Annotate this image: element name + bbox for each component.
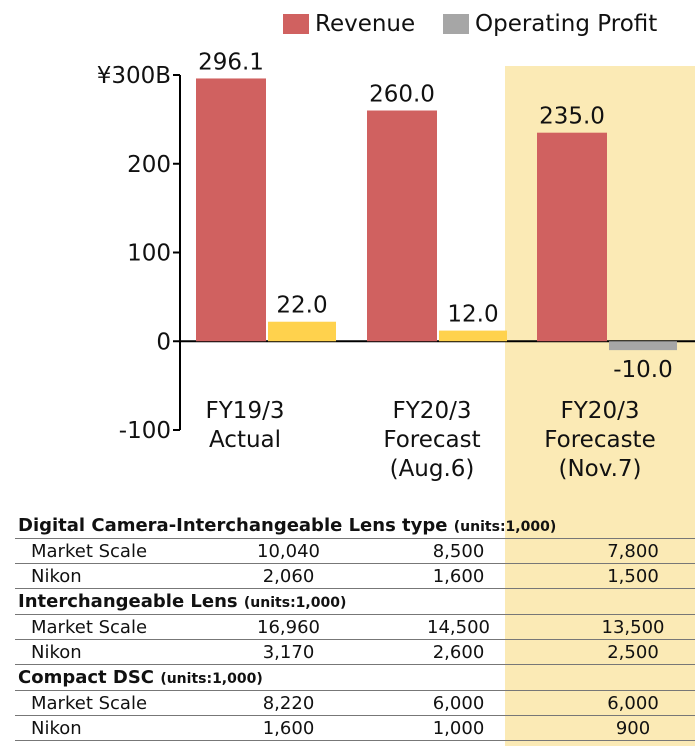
table-ilc: Market Scale 10,040 8,500 7,800 Nikon 2,…: [15, 538, 695, 589]
cell-fy19: 8,220: [231, 690, 346, 716]
legend-item-operating-profit: Operating Profit: [443, 10, 657, 38]
y-tick-label: -100: [119, 418, 171, 444]
y-tick-label: ¥300B: [97, 63, 171, 89]
revenue-bar: [367, 110, 437, 342]
x-category-label: FY19/3: [206, 398, 285, 424]
x-category-label: FY20/3: [561, 398, 640, 424]
table-title-ilc-text: Digital Camera-Interchangeable Lens type: [18, 515, 448, 536]
operating-profit-bar: [439, 330, 507, 342]
cell-fy20-nov: 13,500: [571, 614, 695, 640]
y-tick-label: 0: [156, 329, 171, 355]
revenue-data-label: 296.1: [198, 49, 264, 75]
row-label: Nikon: [15, 563, 231, 589]
cell-fy20-nov: 900: [571, 715, 695, 741]
legend-label-operating-profit: Operating Profit: [475, 11, 658, 37]
cell-fy20-nov: 7,800: [571, 538, 695, 564]
y-tick-label: 200: [127, 152, 171, 178]
table-row: Market Scale 8,220 6,000 6,000: [15, 690, 695, 716]
legend-swatch-revenue: [283, 14, 309, 34]
table-title-ilc: Digital Camera-Interchangeable Lens type…: [18, 515, 556, 536]
x-category-label: FY20/3: [393, 398, 472, 424]
row-label: Nikon: [15, 639, 231, 665]
x-category-label: Forecast: [383, 427, 480, 453]
x-category-label: (Nov.7): [559, 456, 642, 482]
cell-fy20-aug: 8,500: [346, 538, 571, 564]
revenue-data-label: 260.0: [369, 82, 435, 108]
table-title-compact-text: Compact DSC: [18, 667, 155, 688]
operating-profit-data-label: -10.0: [613, 357, 673, 383]
revenue-profit-chart: ¥300B 200 100 0 -100 296.1 22.0 FY19/3 Actual 260…: [97, 49, 695, 482]
revenue-data-label: 235.0: [539, 104, 605, 130]
row-label: Market Scale: [15, 690, 231, 716]
operating-profit-data-label: 12.0: [447, 302, 498, 328]
cell-fy20-nov: 2,500: [571, 639, 695, 665]
table-row: Market Scale 10,040 8,500 7,800: [15, 538, 695, 564]
legend-label-revenue: Revenue: [315, 11, 416, 37]
cell-fy20-aug: 6,000: [346, 690, 571, 716]
row-label: Nikon: [15, 715, 231, 741]
table-row: Nikon 1,600 1,000 900: [15, 715, 695, 741]
table-units-ilc: (units:1,000): [453, 519, 557, 535]
cell-fy19: 1,600: [231, 715, 346, 741]
cell-fy20-aug: 14,500: [346, 614, 571, 640]
table-compact: Market Scale 8,220 6,000 6,000 Nikon 1,6…: [15, 690, 695, 741]
x-category-label: Forecaste: [544, 427, 655, 453]
x-category-label: Actual: [209, 427, 281, 453]
row-label: Market Scale: [15, 614, 231, 640]
cell-fy20-nov: 6,000: [571, 690, 695, 716]
operating-profit-bar: [609, 341, 677, 351]
table-row: Nikon 3,170 2,600 2,500: [15, 639, 695, 665]
cell-fy20-nov: 1,500: [571, 563, 695, 589]
cell-fy19: 16,960: [231, 614, 346, 640]
cell-fy19: 2,060: [231, 563, 346, 589]
table-title-lens: Interchangeable Lens (units:1,000): [18, 591, 346, 612]
legend-swatch-operating-profit: [443, 14, 469, 34]
table-title-compact: Compact DSC (units:1,000): [18, 667, 263, 688]
x-category-label: (Aug.6): [390, 456, 475, 482]
cell-fy20-aug: 1,600: [346, 563, 571, 589]
table-lens: Market Scale 16,960 14,500 13,500 Nikon …: [15, 614, 695, 665]
table-row: Nikon 2,060 1,600 1,500: [15, 563, 695, 589]
cell-fy20-aug: 1,000: [346, 715, 571, 741]
legend-item-revenue: Revenue: [283, 10, 415, 38]
cell-fy19: 10,040: [231, 538, 346, 564]
cell-fy19: 3,170: [231, 639, 346, 665]
table-title-lens-text: Interchangeable Lens: [18, 591, 238, 612]
y-tick-label: 100: [127, 241, 171, 267]
revenue-bar: [537, 132, 607, 342]
table-row: Market Scale 16,960 14,500 13,500: [15, 614, 695, 640]
operating-profit-data-label: 22.0: [276, 293, 327, 319]
row-label: Market Scale: [15, 538, 231, 564]
table-units-lens: (units:1,000): [243, 595, 347, 611]
operating-profit-bar: [268, 321, 336, 342]
revenue-bar: [196, 78, 266, 342]
cell-fy20-aug: 2,600: [346, 639, 571, 665]
table-units-compact: (units:1,000): [160, 671, 263, 687]
